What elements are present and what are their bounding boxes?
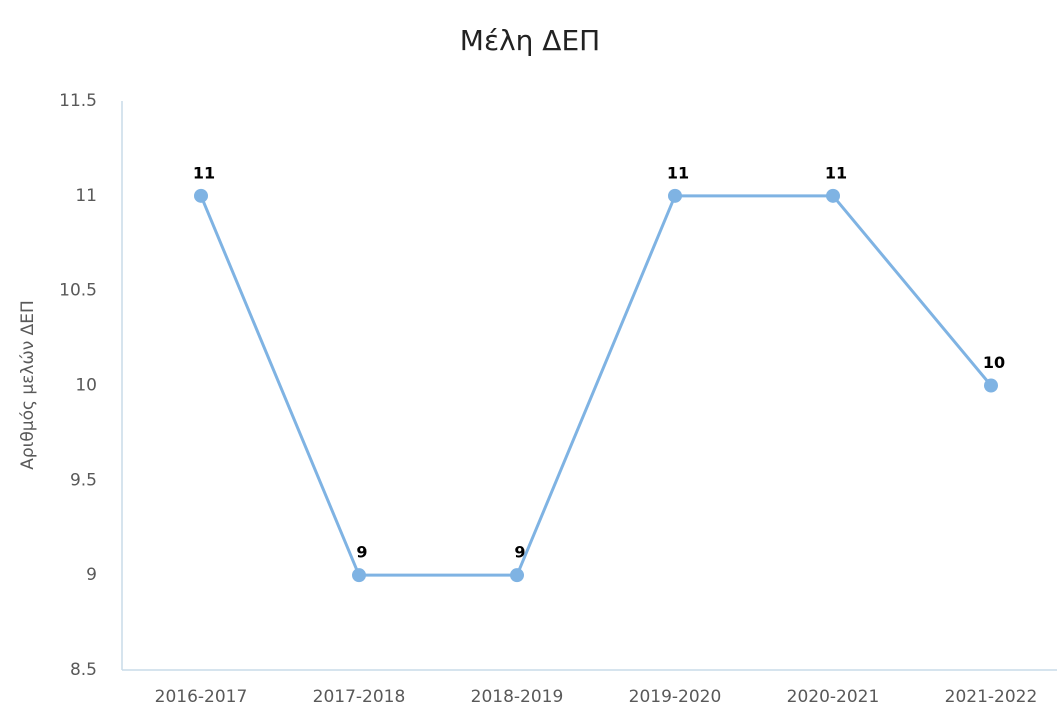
x-tick-label: 2018-2019 [471,687,564,707]
data-label: 9 [514,543,525,562]
y-axis-label: Αριθμός μελών ΔΕΠ [18,300,38,470]
point [984,378,998,393]
y-tick-label: 10 [75,376,97,396]
point [668,188,682,203]
y-tick-label: 8.5 [70,660,97,680]
point [826,188,840,203]
x-tick-label: 2016-2017 [155,687,248,707]
x-tick-label: 2021-2022 [945,687,1038,707]
y-tick-label: 11 [75,186,97,206]
y-tick-label: 10.5 [59,281,97,301]
line [199,194,993,577]
data-label: 11 [667,163,689,182]
point [194,188,208,203]
y-tick-label: 11.5 [59,91,97,111]
y-tick-label: 9 [86,565,97,585]
point [352,568,366,583]
point [510,568,524,583]
data-label: 10 [983,353,1005,372]
y-tick-label: 9.5 [70,470,97,490]
data-label: 9 [356,543,367,562]
x-tick-label: 2019-2020 [629,687,722,707]
data-label: 11 [825,163,847,182]
x-tick-label: 2020-2021 [787,687,880,707]
x-tick-label: 2017-2018 [313,687,406,707]
data-label: 11 [193,163,215,182]
chart-title: Μέλη ΔΕΠ [460,24,600,57]
